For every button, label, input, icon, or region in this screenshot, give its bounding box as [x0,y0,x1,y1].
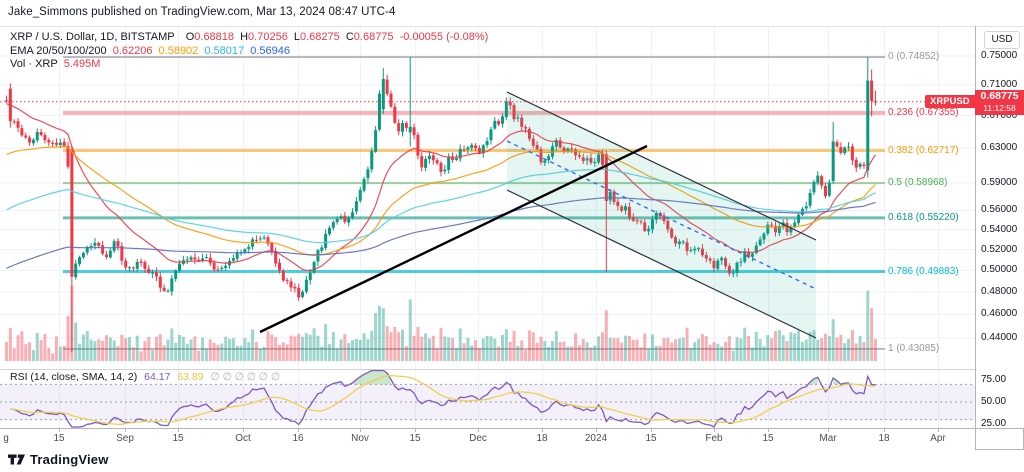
ohlc-change: -0.00055 (-0.08%) [399,31,489,43]
ohlc-open-value: 0.68818 [194,31,235,43]
ohlc-low-value: 0.68275 [300,31,340,43]
ema-value-50: 0.58902 [158,45,199,57]
time-axis-label: 16 [292,433,304,444]
symbol-legend-row: XRP / U.S. Dollar, 1D, BITSTAMP O0.68818… [10,31,491,43]
currency-unit-button[interactable]: USD [984,31,1020,49]
time-axis[interactable]: g 15 Sep 15 Oct 16 Nov 15 Dec 18 2024 15 Feb 15 Mar 18 A… [0,428,975,450]
price-axis-label: 0.67000 [981,109,1018,121]
volume-value: 5.495M [63,58,101,70]
time-axis-label: Sep [116,433,134,444]
price-axis-label: 0.46000 [981,308,1018,320]
publish-header: Jake_Simmons published on TradingView.co… [8,6,396,18]
fib-level-label: 0.236 (0.67355) [888,106,959,118]
time-axis-label: 15 [53,433,65,444]
last-price-badge: 0.68775 11:12:58 [975,89,1024,115]
fib-level-label: 0.382 (0.62717) [888,144,959,156]
time-axis-label: g [3,433,9,444]
last-price-symbol-tag: XRPUSD [925,94,975,108]
price-axis-label: 0.50000 [981,264,1018,276]
time-axis-label: Feb [705,433,723,444]
ohlc-open-label: O [185,31,195,43]
ohlc-high-value: 0.70256 [248,31,288,43]
fib-level-label: 0 (0.74852) [888,51,940,63]
time-axis-label: 15 [172,433,184,444]
volume-legend-row: Vol · XRP 5.495M [10,58,103,70]
price-axis[interactable]: 0.75000 0.71000 0.67000 0.63000 0.59000 0.560… [975,26,1024,429]
rsi-empty-slots: ∅ ∅ ∅ ∅ ∅ ∅ [210,371,281,383]
time-axis-label: 18 [878,433,890,444]
time-axis-label: Apr [930,433,946,444]
price-axis-label: 0.63000 [981,142,1018,154]
time-axis-label: 18 [536,433,548,444]
price-axis-label: 0.48000 [981,285,1018,297]
price-axis-label: 0.71000 [981,78,1018,90]
rsi-axis-label: 75.00 [981,374,1007,385]
price-axis-label: 0.56000 [981,204,1018,216]
fib-level-label: 1 (0.43085) [888,342,940,354]
rsi-label[interactable]: RSI (14, close, SMA, 14, 2) [10,371,138,383]
time-axis-label: Nov [351,433,369,444]
fib-level-label: 0.786 (0.49883) [888,265,959,277]
price-axis-label: 0.59000 [981,176,1018,188]
tradingview-footer: TradingView [8,452,109,467]
fib-level-label: 0.5 (0.58968) [888,177,948,189]
price-axis-label: 0.75000 [981,50,1018,61]
rsi-axis-label: 25.00 [981,418,1007,429]
ema-value-100: 0.58017 [204,45,245,57]
time-axis-label: 15 [409,433,421,444]
time-axis-label: Oct [235,433,251,444]
time-axis-label: Mar [819,433,837,444]
fib-level-label: 0.618 (0.55220) [888,211,959,223]
time-axis-label: 2024 [584,433,608,444]
rsi-sma-value: 63.89 [177,371,204,383]
ema-value-20: 0.62206 [112,45,153,57]
ema-label[interactable]: EMA 20/50/100/200 [10,45,107,57]
countdown-timer: 11:12:58 [983,102,1016,113]
tradingview-logo-icon [8,454,25,465]
ema-value-200: 0.56946 [250,45,290,57]
ohlc-close-label: C [345,31,354,43]
tradingview-brand-text[interactable]: TradingView [30,452,109,467]
ema-legend-row: EMA 20/50/100/200 0.62206 0.58902 0.5801… [10,45,293,57]
time-axis-label: 15 [762,433,774,444]
volume-label[interactable]: Vol · XRP [10,58,58,70]
price-axis-label: 0.44000 [981,331,1018,343]
ohlc-low-label: L [293,31,300,43]
rsi-value: 64.17 [144,371,171,383]
rsi-legend-row: RSI (14, close, SMA, 14, 2) 64.17 63.89 … [10,371,284,383]
rsi-axis-label: 50.00 [981,396,1007,407]
symbol-title[interactable]: XRP / U.S. Dollar, 1D, BITSTAMP [10,31,175,43]
time-axis-label: 15 [645,433,657,444]
timezone-corner-box[interactable] [975,428,1024,450]
price-axis-label: 0.52000 [981,243,1018,255]
time-axis-label: Dec [469,433,487,444]
price-axis-label: 0.54000 [981,223,1018,235]
ohlc-high-label: H [240,31,249,43]
last-price-value: 0.68775 [980,89,1019,102]
ohlc-close-value: 0.68775 [353,31,394,43]
